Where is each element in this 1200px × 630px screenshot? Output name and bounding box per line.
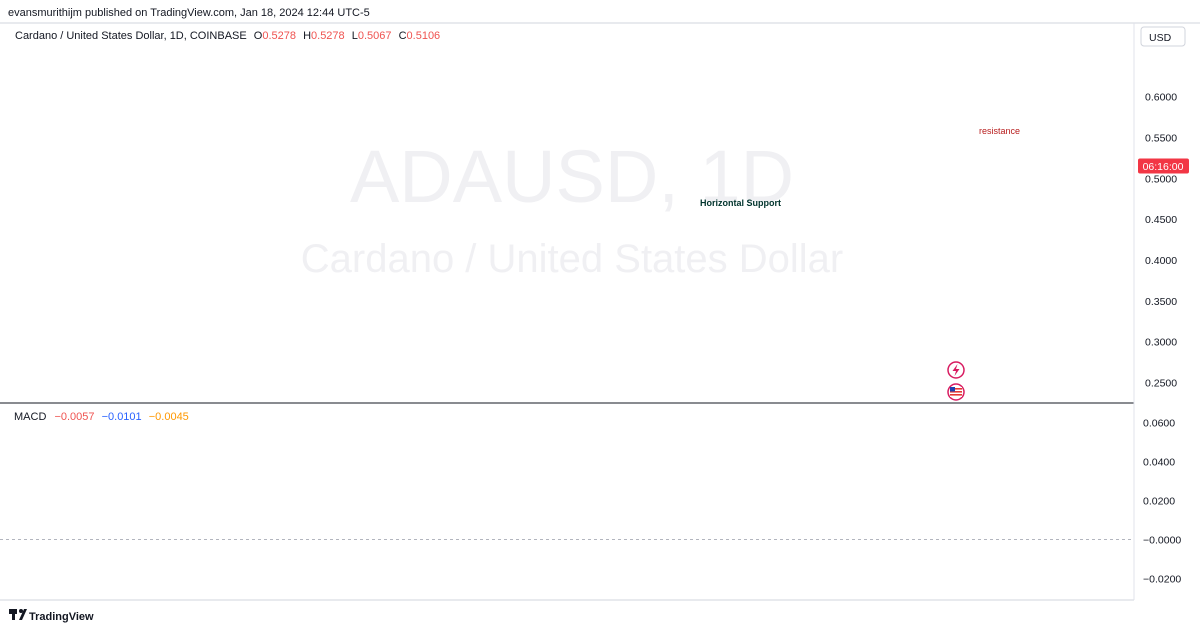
price-tick-label: 0.4000 [1145, 255, 1177, 267]
price-tick-label: 0.6000 [1145, 92, 1177, 104]
price-tick-label: 0.3000 [1145, 337, 1177, 349]
last-price-marker-bg [1138, 158, 1189, 174]
macd-tick-label: −0.0000 [1143, 535, 1181, 547]
currency-button[interactable]: USD [1140, 26, 1186, 47]
price-tick-label: 0.2500 [1145, 378, 1177, 390]
macd-legend: MACD −0.0057 −0.0101 −0.0045 [14, 411, 189, 423]
us-flag-icon[interactable] [947, 383, 965, 401]
symbol-name: Cardano / United States Dollar, 1D, COIN… [15, 30, 247, 42]
macd-legend-label: MACD [14, 411, 46, 423]
watermark-ticker: ADAUSD, 1D [350, 135, 794, 218]
resistance-label: resistance [979, 126, 1020, 136]
price-tick-label: 0.3500 [1145, 296, 1177, 308]
countdown-label: 06:16:00 [1143, 161, 1184, 173]
ohlc-l-label: L [352, 30, 358, 42]
macd-tick-label: 0.0400 [1143, 457, 1175, 469]
macd-tick-label: 0.0600 [1143, 418, 1175, 430]
ohlc-l-value: 0.5067 [358, 30, 392, 42]
ohlc-o-value: 0.5278 [262, 30, 296, 42]
price-tick-label: 0.4500 [1145, 214, 1177, 226]
logo-text: TradingView [29, 611, 94, 623]
ohlc-c-value: 0.5106 [407, 30, 441, 42]
macd-legend-hist: −0.0057 [54, 411, 94, 423]
support-label: Horizontal Support [700, 198, 781, 208]
publisher-line: evansmurithijm published on TradingView.… [8, 7, 370, 19]
price-pane[interactable]: 0.2500 0.3000 0.3500 0.4000 0.4500 0.5000 0.55… [0, 51, 1177, 390]
currency-button-label: USD [1149, 32, 1172, 44]
lightning-icon[interactable] [947, 361, 965, 379]
watermark-name: Cardano / United States Dollar [301, 237, 844, 281]
symbol-line: Cardano / United States Dollar, 1D, COIN… [15, 30, 440, 42]
ohlc-h-label: H [303, 30, 311, 42]
ohlc-h-value: 0.5278 [311, 30, 345, 42]
ohlc-o-label: O [254, 30, 263, 42]
ohlc-c-label: C [399, 30, 407, 42]
price-tick-label: 0.5000 [1145, 173, 1177, 185]
tradingview-logo[interactable]: TradingView [9, 609, 94, 623]
last-price-marker: 06:16:00 [1138, 158, 1189, 174]
macd-tick-label: 0.0200 [1143, 496, 1175, 508]
macd-legend-signal: −0.0045 [149, 411, 189, 423]
price-tick-label: 0.5500 [1145, 132, 1177, 144]
macd-legend-macd: −0.0101 [102, 411, 142, 423]
macd-pane[interactable]: −0.0200 −0.0000 0.0200 0.0400 0.0600 [0, 407, 1181, 594]
macd-tick-label: −0.0200 [1143, 574, 1181, 586]
